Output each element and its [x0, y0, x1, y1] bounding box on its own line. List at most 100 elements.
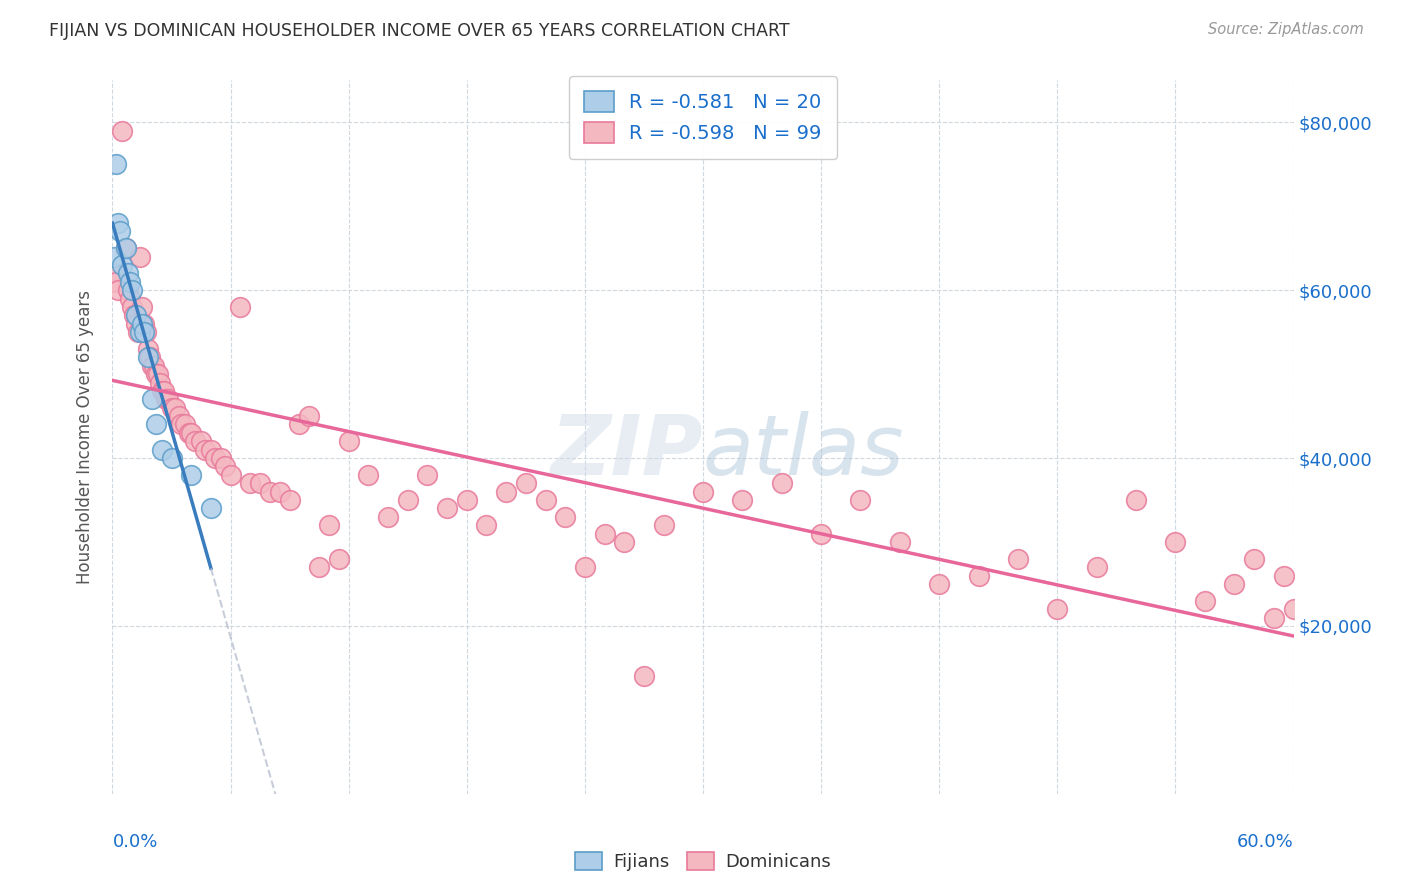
Text: FIJIAN VS DOMINICAN HOUSEHOLDER INCOME OVER 65 YEARS CORRELATION CHART: FIJIAN VS DOMINICAN HOUSEHOLDER INCOME O… [49, 22, 790, 40]
Point [1243, 551, 1265, 566]
Point [613, 535, 636, 549]
Point [184, 434, 207, 449]
Point [1164, 535, 1187, 549]
Point [105, 157, 128, 171]
Point [121, 300, 143, 314]
Point [103, 266, 125, 280]
Point [111, 258, 134, 272]
Point [107, 283, 129, 297]
Point [1007, 551, 1029, 566]
Point [288, 417, 311, 432]
Point [416, 467, 439, 482]
Point [456, 493, 478, 508]
Point [103, 250, 125, 264]
Point [150, 384, 173, 398]
Point [337, 434, 360, 449]
Point [849, 493, 872, 508]
Text: 60.0%: 60.0% [1237, 833, 1294, 851]
Point [150, 442, 173, 457]
Point [219, 467, 242, 482]
Point [298, 409, 321, 423]
Point [259, 484, 281, 499]
Point [142, 359, 165, 373]
Point [135, 325, 157, 339]
Point [495, 484, 517, 499]
Text: atlas: atlas [703, 411, 904, 491]
Point [810, 526, 832, 541]
Point [145, 367, 167, 381]
Point [120, 292, 142, 306]
Point [209, 451, 232, 466]
Point [214, 459, 236, 474]
Point [770, 476, 793, 491]
Point [377, 509, 399, 524]
Text: Source: ZipAtlas.com: Source: ZipAtlas.com [1208, 22, 1364, 37]
Point [1194, 594, 1216, 608]
Point [115, 241, 138, 255]
Point [117, 283, 139, 297]
Point [328, 551, 350, 566]
Point [1272, 568, 1295, 582]
Point [229, 300, 252, 314]
Point [115, 241, 138, 255]
Point [120, 275, 142, 289]
Point [1046, 602, 1069, 616]
Point [179, 425, 201, 440]
Point [269, 484, 291, 499]
Point [204, 451, 226, 466]
Point [652, 518, 675, 533]
Point [131, 317, 153, 331]
Point [633, 669, 655, 683]
Point [129, 250, 152, 264]
Legend: Fijians, Dominicans: Fijians, Dominicans [568, 845, 838, 879]
Point [928, 577, 950, 591]
Point [278, 493, 301, 508]
Point [127, 325, 149, 339]
Point [249, 476, 271, 491]
Point [132, 317, 155, 331]
Point [692, 484, 714, 499]
Point [129, 325, 152, 339]
Point [107, 216, 129, 230]
Point [121, 283, 143, 297]
Point [1085, 560, 1108, 574]
Point [239, 476, 262, 491]
Point [967, 568, 990, 582]
Point [136, 351, 159, 365]
Point [125, 309, 148, 323]
Point [1223, 577, 1246, 591]
Point [174, 417, 197, 432]
Point [145, 417, 167, 432]
Point [122, 309, 145, 323]
Point [200, 501, 222, 516]
Point [111, 123, 134, 137]
Point [155, 392, 177, 407]
Point [180, 467, 202, 482]
Point [593, 526, 616, 541]
Point [515, 476, 537, 491]
Point [170, 417, 193, 432]
Point [1125, 493, 1147, 508]
Text: ZIP: ZIP [550, 411, 703, 491]
Point [194, 442, 217, 457]
Point [731, 493, 754, 508]
Point [1263, 610, 1285, 624]
Point [160, 401, 183, 415]
Point [180, 425, 202, 440]
Point [169, 409, 191, 423]
Point [475, 518, 498, 533]
Point [110, 224, 132, 238]
Point [131, 300, 153, 314]
Point [574, 560, 596, 574]
Legend: R = -0.581   N = 20, R = -0.598   N = 99: R = -0.581 N = 20, R = -0.598 N = 99 [569, 76, 837, 159]
Point [318, 518, 340, 533]
Point [139, 351, 162, 365]
Point [165, 401, 187, 415]
Point [141, 392, 163, 407]
Point [396, 493, 419, 508]
Y-axis label: Householder Income Over 65 years: Householder Income Over 65 years [76, 290, 94, 584]
Point [554, 509, 576, 524]
Point [534, 493, 557, 508]
Point [117, 266, 139, 280]
Point [136, 342, 159, 356]
